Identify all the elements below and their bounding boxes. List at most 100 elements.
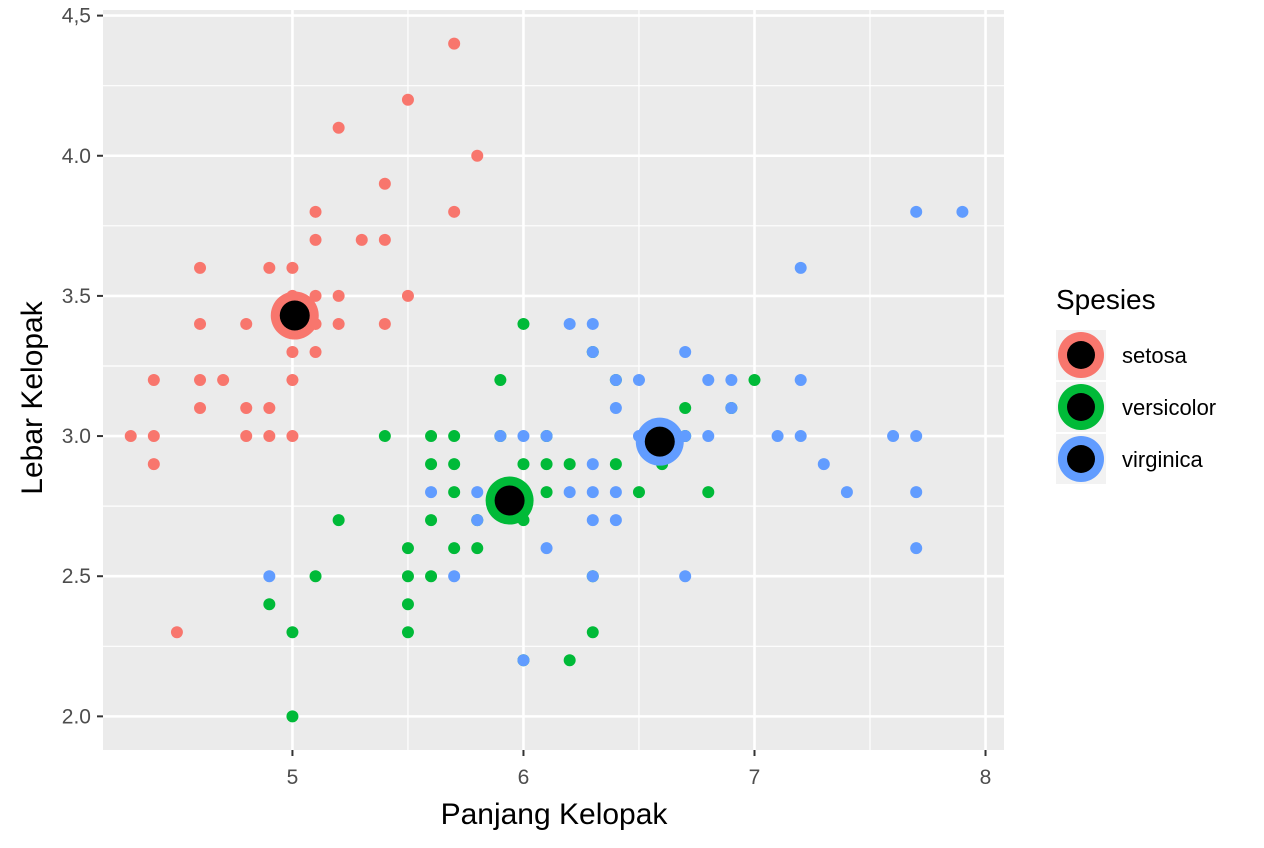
data-point-versicolor — [425, 570, 438, 583]
data-point-setosa — [378, 177, 391, 190]
data-point-setosa — [448, 37, 461, 50]
data-point-virginica — [563, 486, 576, 499]
y-tick-label: 2.5 — [62, 565, 91, 588]
data-point-setosa — [378, 233, 391, 246]
data-point-setosa — [332, 121, 345, 134]
data-point-virginica — [586, 345, 599, 358]
data-point-setosa — [194, 261, 207, 274]
y-tick-label: 4.0 — [62, 145, 91, 168]
data-point-virginica — [471, 514, 484, 527]
legend-key-dot-setosa — [1067, 341, 1095, 369]
data-point-virginica — [702, 430, 715, 443]
data-point-setosa — [471, 149, 484, 162]
data-point-virginica — [471, 486, 484, 499]
data-point-virginica — [840, 486, 853, 499]
y-tick-label: 3.0 — [62, 425, 91, 448]
data-point-virginica — [563, 317, 576, 330]
data-point-setosa — [309, 233, 322, 246]
data-point-virginica — [586, 570, 599, 583]
data-point-versicolor — [448, 486, 461, 499]
data-point-virginica — [586, 317, 599, 330]
data-point-virginica — [956, 205, 969, 218]
data-point-virginica — [794, 374, 807, 386]
data-point-versicolor — [517, 458, 530, 471]
centroid-markers — [270, 291, 684, 525]
y-tick-label: 3.5 — [62, 285, 91, 308]
data-point-setosa — [309, 345, 322, 358]
data-point-virginica — [517, 430, 530, 443]
data-point-setosa — [147, 374, 160, 386]
data-point-virginica — [632, 374, 645, 386]
data-point-setosa — [263, 402, 276, 415]
data-point-setosa — [309, 205, 322, 218]
data-point-setosa — [401, 289, 414, 302]
data-point-versicolor — [702, 486, 715, 499]
data-point-versicolor — [494, 374, 507, 386]
data-point-versicolor — [448, 542, 461, 555]
legend-title: Spesies — [1056, 284, 1156, 315]
data-point-versicolor — [378, 430, 391, 443]
data-point-versicolor — [517, 317, 530, 330]
data-point-setosa — [194, 317, 207, 330]
data-point-setosa — [240, 317, 253, 330]
data-point-setosa — [448, 205, 461, 218]
data-point-versicolor — [309, 570, 322, 583]
data-point-virginica — [586, 486, 599, 499]
data-point-setosa — [147, 458, 160, 471]
data-point-versicolor — [448, 458, 461, 471]
data-point-virginica — [609, 374, 622, 386]
data-point-versicolor — [401, 542, 414, 555]
x-tick-label: 6 — [518, 766, 530, 789]
data-point-virginica — [725, 402, 738, 415]
data-point-setosa — [124, 430, 137, 443]
data-point-versicolor — [425, 430, 438, 443]
data-point-virginica — [609, 514, 622, 527]
centroid-versicolor — [494, 485, 525, 516]
data-point-versicolor — [425, 514, 438, 527]
x-tick-label: 5 — [287, 766, 299, 789]
data-point-setosa — [240, 430, 253, 443]
y-tick-label: 4,5 — [62, 5, 91, 28]
x-axis: 5 6 7 8 — [287, 750, 992, 789]
data-point-setosa — [309, 289, 322, 302]
data-point-virginica — [586, 458, 599, 471]
data-point-setosa — [401, 93, 414, 106]
data-point-virginica — [910, 542, 923, 555]
data-point-versicolor — [632, 486, 645, 499]
data-point-virginica — [609, 402, 622, 415]
data-point-versicolor — [563, 458, 576, 471]
data-point-virginica — [794, 430, 807, 443]
data-point-virginica — [679, 345, 692, 358]
x-axis-title: Panjang Kelopak — [441, 798, 669, 831]
data-point-setosa — [355, 233, 368, 246]
data-point-virginica — [887, 430, 900, 443]
data-point-versicolor — [540, 458, 553, 471]
legend-key-dot-virginica — [1067, 445, 1095, 473]
plot-panel — [103, 10, 1004, 750]
y-tick-label: 2.0 — [62, 705, 91, 728]
data-point-setosa — [194, 402, 207, 415]
data-point-versicolor — [286, 626, 299, 639]
data-point-versicolor — [448, 430, 461, 443]
data-point-versicolor — [401, 570, 414, 583]
data-point-versicolor — [263, 598, 276, 611]
data-point-setosa — [286, 261, 299, 274]
data-point-virginica — [609, 486, 622, 499]
data-point-versicolor — [586, 626, 599, 639]
data-point-virginica — [425, 486, 438, 499]
data-point-setosa — [147, 430, 160, 443]
data-point-setosa — [286, 345, 299, 358]
data-point-setosa — [332, 289, 345, 302]
data-point-virginica — [448, 570, 461, 583]
data-point-versicolor — [679, 402, 692, 415]
x-tick-label: 8 — [980, 766, 992, 789]
legend: Spesies setosa versicolor virginica — [1056, 284, 1216, 484]
data-point-setosa — [286, 430, 299, 443]
legend-label-versicolor: versicolor — [1122, 395, 1216, 420]
data-point-versicolor — [471, 542, 484, 555]
data-point-virginica — [910, 205, 923, 218]
grid-minor — [103, 10, 1004, 750]
data-point-setosa — [170, 626, 183, 639]
data-point-virginica — [771, 430, 784, 443]
data-point-virginica — [586, 514, 599, 527]
